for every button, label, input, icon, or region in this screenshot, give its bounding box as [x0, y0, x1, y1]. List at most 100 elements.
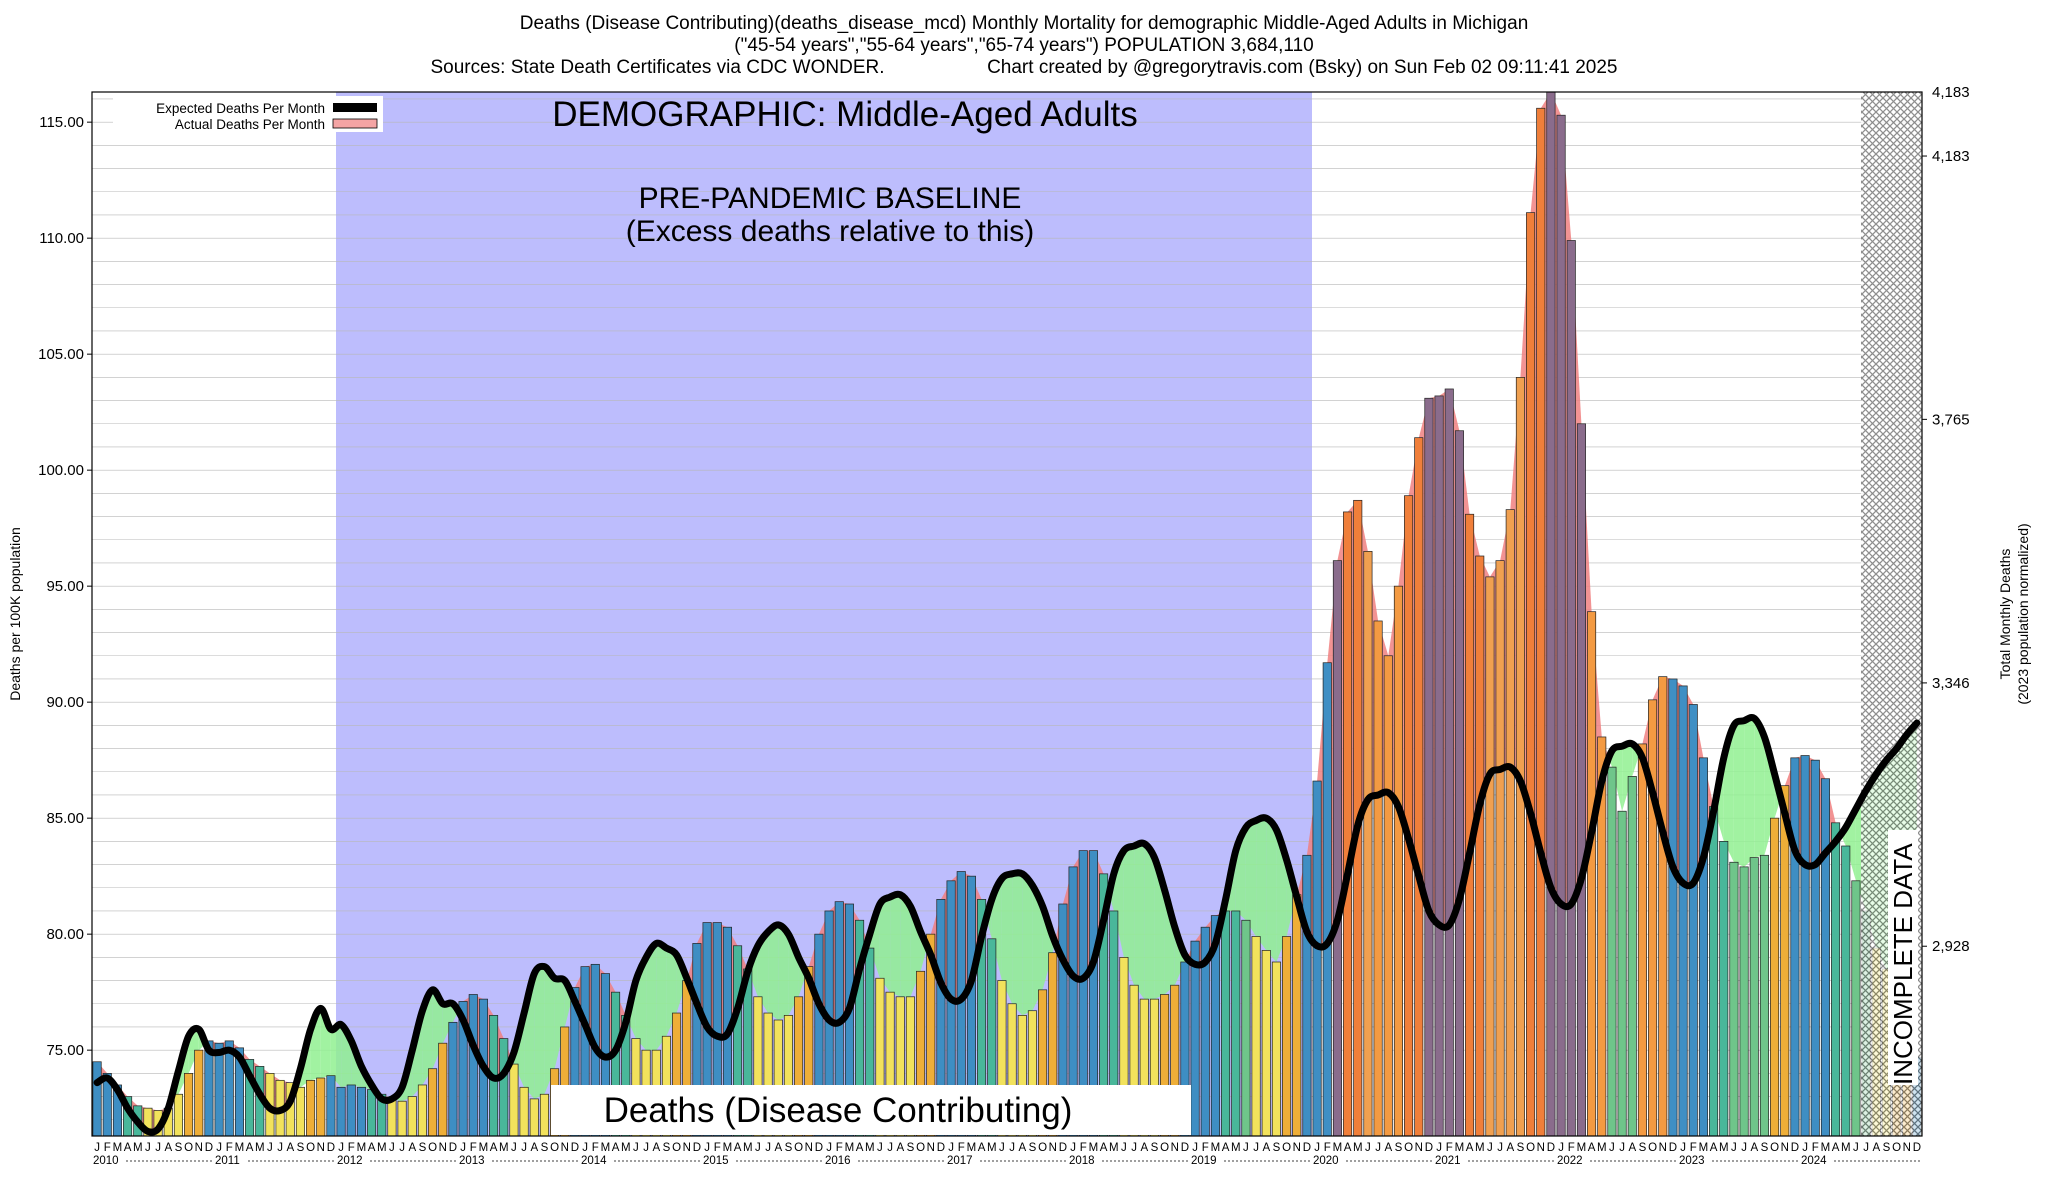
month-tick-label: A: [368, 1142, 376, 1154]
y-tick-label: 90.00: [46, 694, 84, 711]
month-tick-label: J: [155, 1142, 161, 1154]
month-tick-label: J: [1243, 1142, 1249, 1154]
month-tick-label: D: [937, 1142, 945, 1154]
bar: [1149, 998, 1159, 1136]
deficit-area: [1744, 718, 1755, 867]
month-tick-label: F: [1568, 1142, 1575, 1154]
bar: [1597, 736, 1607, 1136]
month-tick-label: D: [1791, 1142, 1799, 1154]
y-right-tick-label: 3,765: [1932, 411, 1970, 428]
month-tick-label: D: [327, 1142, 335, 1154]
month-tick-label: N: [1903, 1142, 1911, 1154]
year-label: 2021: [1435, 1155, 1461, 1167]
year-label: 2012: [337, 1155, 363, 1167]
year-label: 2023: [1679, 1155, 1705, 1167]
bar: [865, 947, 875, 1136]
year-label: 2017: [947, 1155, 973, 1167]
y-tick-label: 95.00: [46, 578, 84, 595]
bar: [326, 1075, 336, 1136]
bar: [1719, 841, 1729, 1136]
baseline-label-1: PRE-PANDEMIC BASELINE: [639, 182, 1022, 215]
bar: [1271, 961, 1281, 1136]
bar: [1261, 950, 1271, 1136]
month-tick-label: J: [1314, 1142, 1320, 1154]
month-tick-label: J: [704, 1142, 710, 1154]
bar: [1434, 395, 1444, 1136]
deficit-area: [188, 1029, 199, 1074]
bar: [1231, 910, 1241, 1136]
month-tick-label: A: [530, 1142, 538, 1154]
deficit-area: [1012, 873, 1023, 1016]
bar: [1658, 676, 1668, 1136]
bottom-label-box: [551, 1085, 1191, 1135]
deficit-area: [1144, 843, 1155, 1000]
month-tick-label: S: [419, 1142, 427, 1154]
month-tick-label: M: [113, 1142, 123, 1154]
month-tick-label: F: [714, 1142, 721, 1154]
y-tick-label: 100.00: [38, 462, 84, 479]
bar: [428, 1068, 438, 1136]
bar: [1648, 699, 1658, 1136]
month-tick-label: J: [1619, 1142, 1625, 1154]
bar: [92, 1061, 102, 1136]
month-tick-label: A: [246, 1142, 254, 1154]
month-tick-label: J: [216, 1142, 222, 1154]
month-tick-label: J: [1131, 1142, 1137, 1154]
bar: [570, 987, 580, 1136]
bar: [1536, 107, 1546, 1136]
month-tick-label: J: [643, 1142, 649, 1154]
month-tick-label: O: [1648, 1142, 1657, 1154]
deficit-area: [1134, 843, 1145, 1000]
month-tick-label: J: [1487, 1142, 1493, 1154]
bar: [1790, 757, 1800, 1136]
month-tick-label: M: [1333, 1142, 1343, 1154]
month-tick-label: N: [1415, 1142, 1423, 1154]
month-tick-label: O: [1770, 1142, 1779, 1154]
bar: [1058, 903, 1068, 1136]
month-tick-label: D: [1669, 1142, 1677, 1154]
month-tick-label: A: [734, 1142, 742, 1154]
month-tick-label: M: [499, 1142, 509, 1154]
month-tick-label: J: [1863, 1142, 1869, 1154]
bar: [1505, 509, 1515, 1136]
y-axis-right-title-1: Total Monthly Deaths: [1997, 549, 2013, 680]
bar: [1678, 685, 1688, 1136]
month-tick-label: A: [612, 1142, 620, 1154]
month-tick-label: J: [267, 1142, 273, 1154]
month-tick-label: M: [1231, 1142, 1241, 1154]
deficit-area: [442, 1003, 453, 1044]
year-label: 2014: [581, 1155, 607, 1167]
bar: [1099, 873, 1109, 1136]
month-tick-label: M: [845, 1142, 855, 1154]
incomplete-data-label: INCOMPLETE DATA: [1888, 843, 1918, 1085]
month-tick-label: J: [1121, 1142, 1127, 1154]
month-tick-label: A: [774, 1142, 782, 1154]
month-tick-label: A: [1832, 1142, 1840, 1154]
chart-title-line-1: Deaths (Disease Contributing)(deaths_dis…: [519, 13, 1529, 34]
month-tick-label: D: [449, 1142, 457, 1154]
bar: [1495, 560, 1505, 1136]
month-tick-label: A: [978, 1142, 986, 1154]
bar: [1251, 936, 1261, 1136]
deficit-area: [768, 924, 779, 1020]
month-tick-label: A: [1872, 1142, 1880, 1154]
month-tick-label: S: [1517, 1142, 1525, 1154]
month-tick-label: A: [896, 1142, 904, 1154]
month-tick-label: J: [948, 1142, 954, 1154]
author-credit: Chart created by @gregorytravis.com (Bsk…: [987, 57, 1618, 78]
month-tick-label: O: [1526, 1142, 1535, 1154]
month-tick-label: M: [1577, 1142, 1587, 1154]
bar: [316, 1077, 326, 1136]
month-tick-label: A: [856, 1142, 864, 1154]
deficit-area: [534, 966, 545, 1099]
bar: [194, 1049, 204, 1136]
deficit-area: [869, 904, 880, 979]
bar: [580, 966, 590, 1136]
bar: [173, 1093, 183, 1136]
month-tick-label: F: [1202, 1142, 1209, 1154]
bar: [1424, 397, 1434, 1136]
month-tick-label: M: [1211, 1142, 1221, 1154]
month-tick-label: J: [999, 1142, 1005, 1154]
month-tick-label: J: [1009, 1142, 1015, 1154]
month-tick-label: O: [184, 1142, 193, 1154]
